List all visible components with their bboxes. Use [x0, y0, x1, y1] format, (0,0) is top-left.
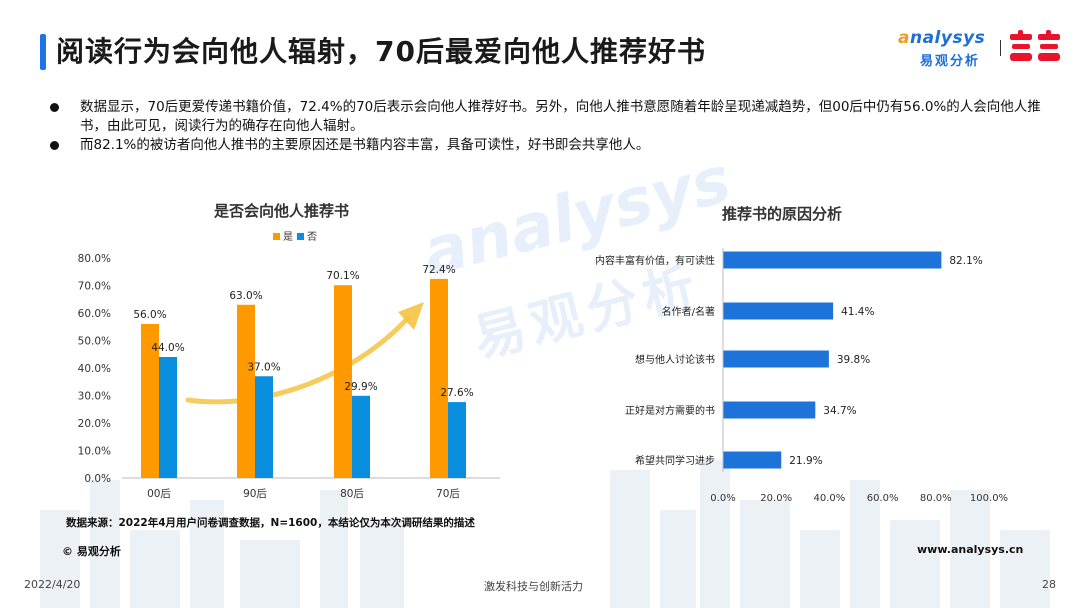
- data-source-note: 数据来源：2022年4月用户问卷调查数据，N=1600，本结论仅为本次调研结果的…: [66, 517, 475, 529]
- analysys-logo-cn: 易观分析: [920, 54, 981, 69]
- bar-no: [255, 376, 273, 478]
- footer-slogan: 激发科技与创新活力: [484, 580, 583, 593]
- page-number: 28: [1042, 578, 1056, 591]
- y-tick-label: 50.0%: [78, 336, 111, 348]
- hbar: [723, 302, 834, 320]
- category-label: 正好是对方需要的书: [625, 404, 715, 417]
- bar-data-label: 44.0%: [151, 342, 184, 354]
- x-tick-label: 70后: [436, 488, 460, 500]
- category-label: 想与他人讨论该书: [635, 353, 715, 366]
- bar-no: [448, 402, 466, 478]
- hbar: [723, 451, 782, 469]
- footer-date: 2022/4/20: [24, 578, 81, 591]
- x-tick-label: 100.0%: [970, 493, 1008, 504]
- x-tick-label: 80.0%: [920, 493, 952, 504]
- legend-swatch-yes: [273, 233, 280, 240]
- analysys-logo: analysys 易观分析: [898, 28, 994, 72]
- y-tick-label: 30.0%: [78, 391, 111, 403]
- bar-data-label: 56.0%: [133, 309, 166, 321]
- y-tick-label: 80.0%: [78, 253, 111, 265]
- dangdang-logo: [1010, 30, 1060, 61]
- copyright: © 易观分析: [62, 545, 121, 558]
- hbar: [723, 401, 816, 419]
- legend-swatch-no: [297, 233, 304, 240]
- bar-yes: [430, 278, 448, 478]
- y-tick-label: 10.0%: [78, 446, 111, 458]
- logo-divider: [1000, 40, 1001, 56]
- bar-data-label: 37.0%: [247, 361, 280, 373]
- bar-data-label: 70.1%: [326, 270, 359, 282]
- hbar-data-label: 21.9%: [789, 455, 822, 467]
- bar-data-label: 72.4%: [422, 264, 455, 276]
- x-tick-label: 80后: [340, 488, 364, 500]
- legend-label-yes: 是: [283, 231, 293, 243]
- website-link[interactable]: www.analysys.cn: [917, 543, 1024, 556]
- x-tick-label: 40.0%: [814, 493, 846, 504]
- hbar-data-label: 82.1%: [949, 255, 982, 267]
- bar-data-label: 27.6%: [440, 387, 473, 399]
- legend-label-no: 否: [307, 231, 317, 243]
- category-label: 名作者/名著: [662, 305, 715, 318]
- chart-2-title: 推荐书的原因分析: [722, 205, 843, 223]
- trend-arrow-icon: [185, 315, 411, 405]
- bullet-item: 而82.1%的被访者向他人推书的主要原因还是书籍内容丰富，具备可读性，好书即会共…: [48, 136, 1048, 155]
- bar-yes: [141, 324, 159, 478]
- y-tick-label: 20.0%: [78, 418, 111, 430]
- x-tick-label: 20.0%: [760, 493, 792, 504]
- y-tick-label: 60.0%: [78, 308, 111, 320]
- title-accent-bar: [40, 34, 46, 70]
- bar-no: [352, 395, 370, 478]
- y-tick-label: 40.0%: [78, 363, 111, 375]
- category-label: 内容丰富有价值，有可读性: [595, 254, 715, 267]
- x-tick-label: 00后: [147, 488, 171, 500]
- page-title: 阅读行为会向他人辐射，70后最爱向他人推荐好书: [56, 35, 706, 68]
- bar-yes: [334, 285, 352, 478]
- x-tick-label: 0.0%: [710, 493, 735, 504]
- y-tick-label: 70.0%: [78, 281, 111, 293]
- analysys-logo-wordmark: analysys: [898, 28, 986, 48]
- skyline-background: [40, 460, 1050, 608]
- bullet-item: 数据显示，70后更爱传递书籍价值，72.4%的70后表示会向他人推荐好书。另外，…: [48, 98, 1048, 136]
- hbar-data-label: 39.8%: [837, 354, 870, 366]
- x-tick-label: 60.0%: [867, 493, 899, 504]
- category-label: 希望共同学习进步: [635, 454, 715, 467]
- hbar-data-label: 41.4%: [841, 306, 874, 318]
- trend-arrowhead-icon: [398, 302, 424, 330]
- x-tick-label: 90后: [243, 488, 267, 500]
- bar-no: [159, 357, 177, 478]
- hbar: [723, 251, 942, 269]
- hbar-data-label: 34.7%: [823, 405, 856, 417]
- bar-yes: [237, 304, 255, 478]
- bar-data-label: 29.9%: [344, 381, 377, 393]
- y-tick-label: 0.0%: [84, 473, 111, 485]
- bar-data-label: 63.0%: [229, 290, 262, 302]
- hbar: [723, 350, 829, 368]
- chart-1-title: 是否会向他人推荐书: [214, 202, 350, 220]
- summary-bullets: 数据显示，70后更爱传递书籍价值，72.4%的70后表示会向他人推荐好书。另外，…: [48, 98, 1048, 155]
